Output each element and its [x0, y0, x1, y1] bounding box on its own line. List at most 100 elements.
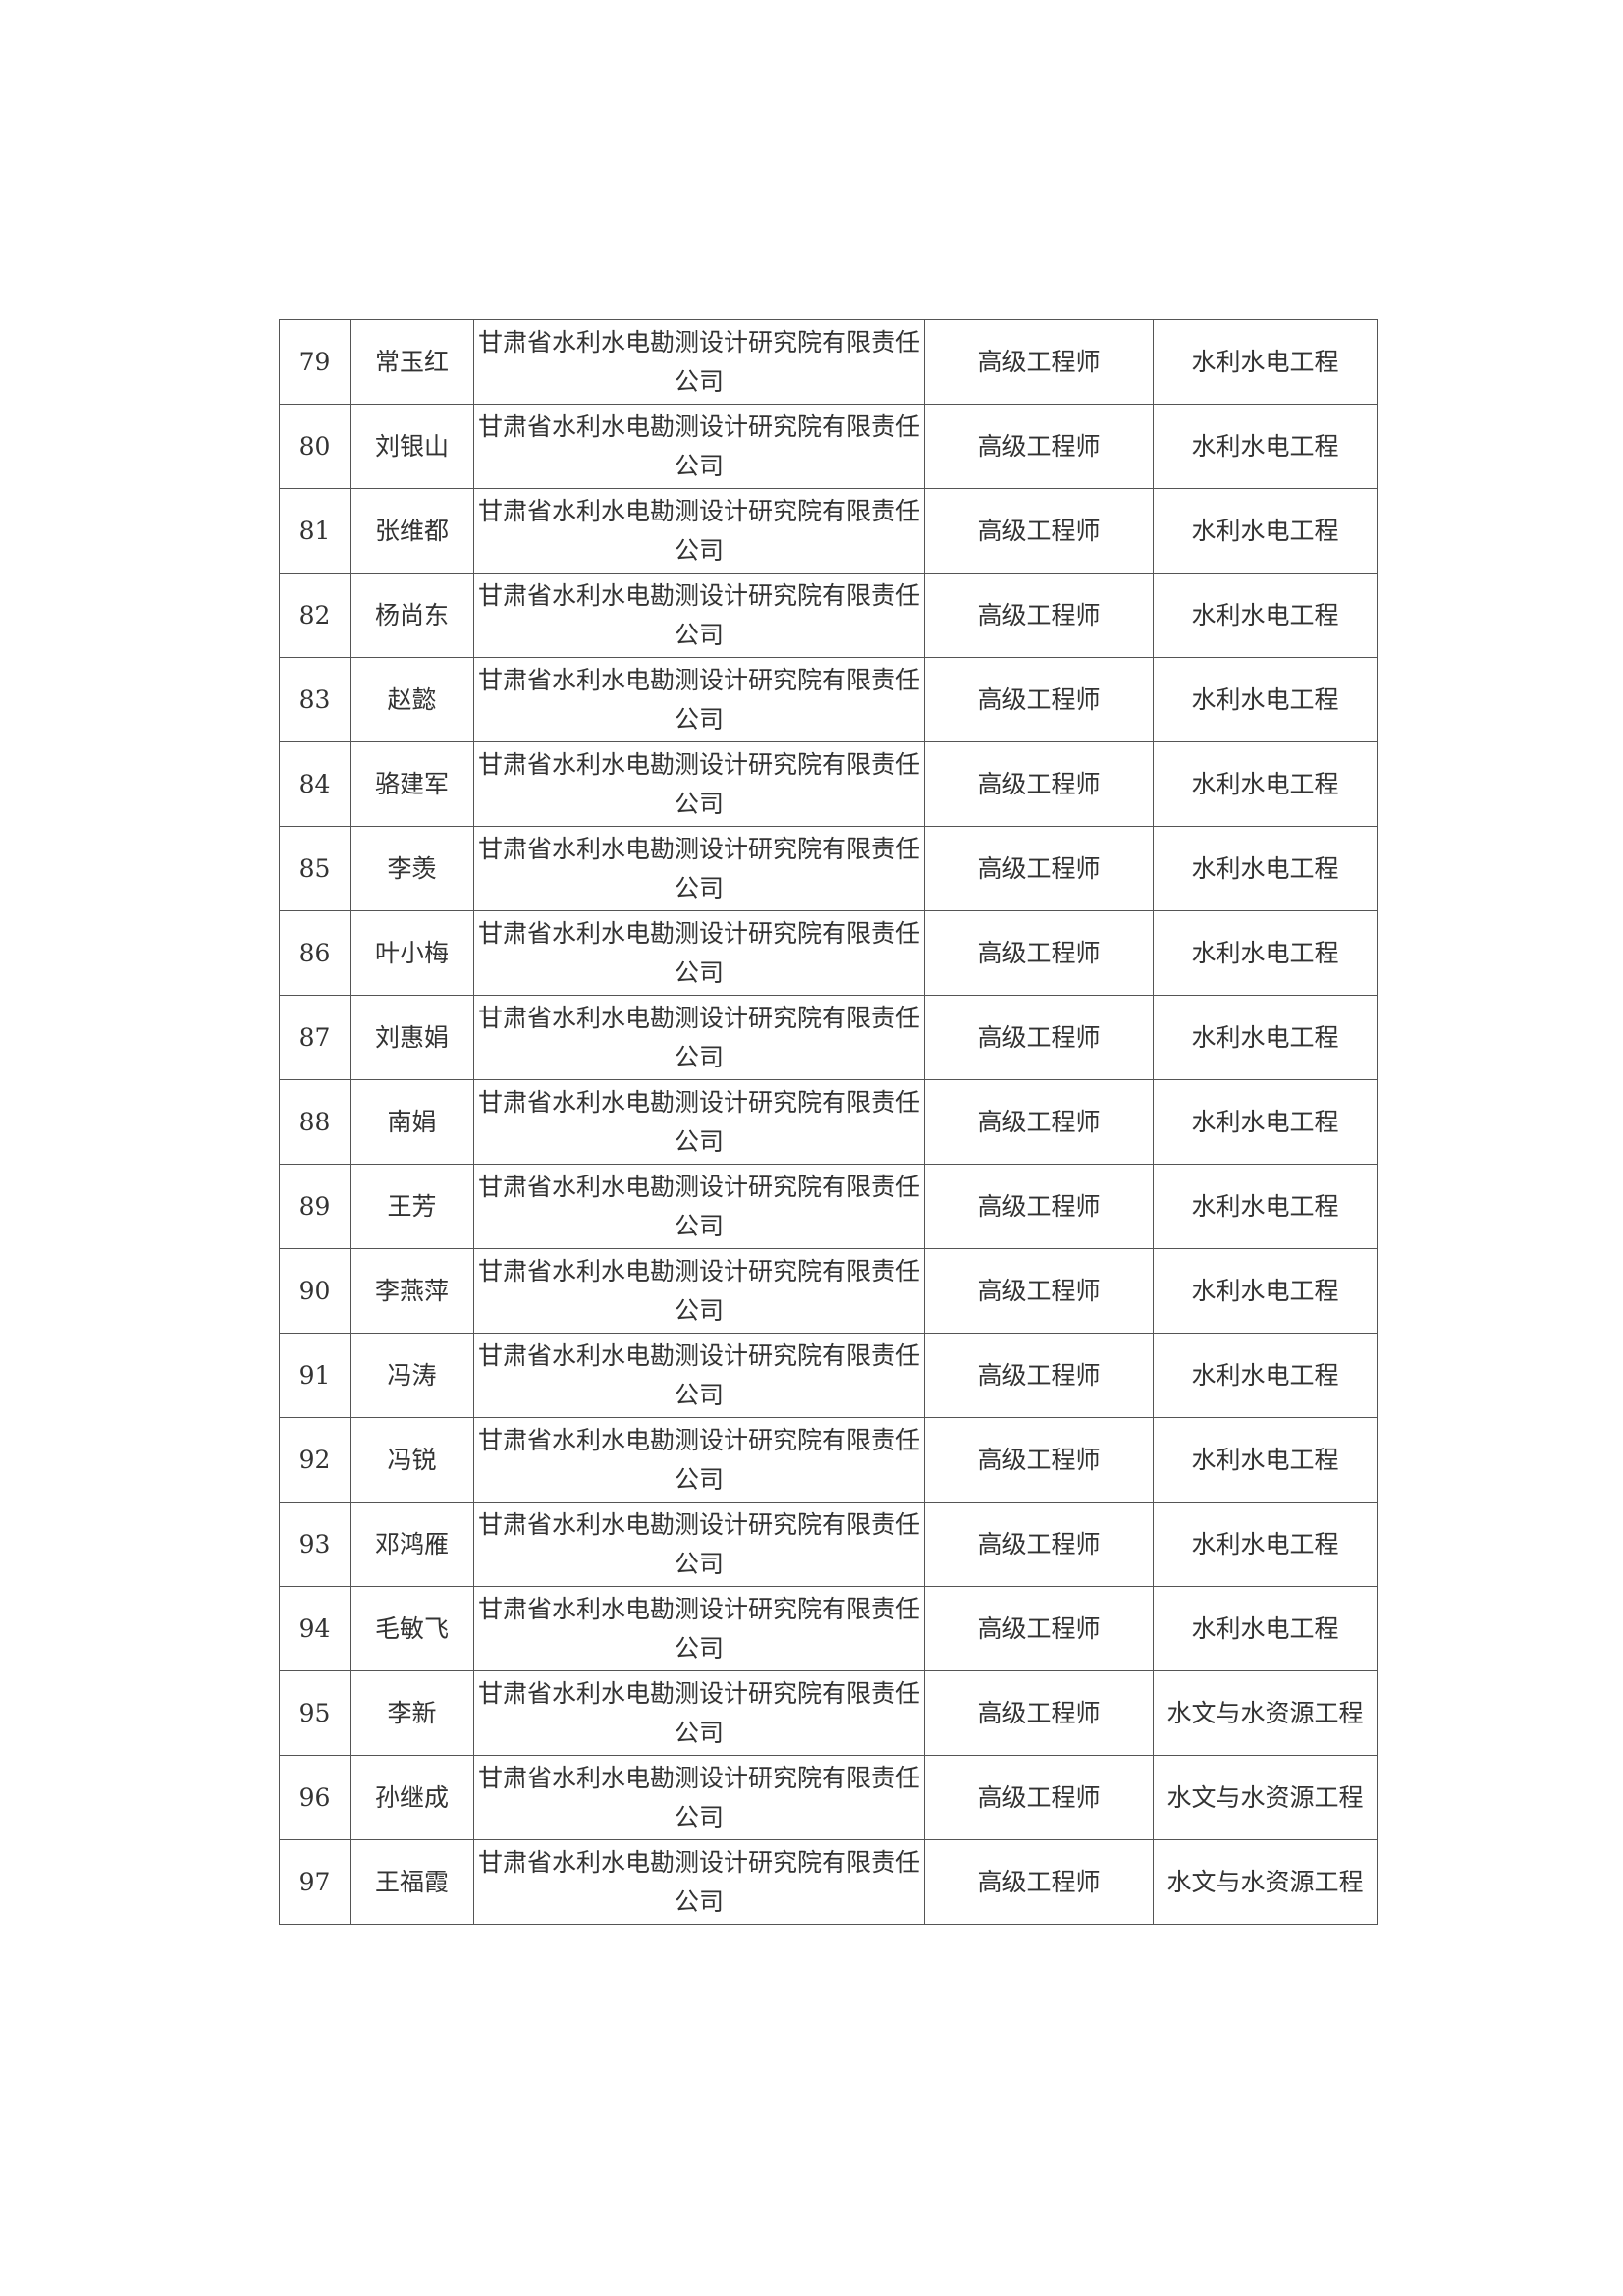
table-row: 79 常玉红 甘肃省水利水电勘测设计研究院有限责任公司 高级工程师 水利水电工程 [279, 319, 1378, 405]
cell-number: 81 [279, 488, 351, 574]
cell-title: 高级工程师 [924, 995, 1154, 1080]
cell-major: 水文与水资源工程 [1153, 1670, 1378, 1756]
table-row: 91 冯涛 甘肃省水利水电勘测设计研究院有限责任公司 高级工程师 水利水电工程 [279, 1333, 1378, 1418]
cell-unit: 甘肃省水利水电勘测设计研究院有限责任公司 [473, 1502, 925, 1587]
cell-major: 水利水电工程 [1153, 1502, 1378, 1587]
cell-major: 水利水电工程 [1153, 657, 1378, 742]
cell-title: 高级工程师 [924, 1586, 1154, 1671]
cell-title: 高级工程师 [924, 1670, 1154, 1756]
cell-unit: 甘肃省水利水电勘测设计研究院有限责任公司 [473, 995, 925, 1080]
cell-title: 高级工程师 [924, 1079, 1154, 1165]
cell-name: 孙继成 [350, 1755, 474, 1840]
table-row: 94 毛敏飞 甘肃省水利水电勘测设计研究院有限责任公司 高级工程师 水利水电工程 [279, 1586, 1378, 1671]
cell-number: 79 [279, 319, 351, 405]
table-row: 89 王芳 甘肃省水利水电勘测设计研究院有限责任公司 高级工程师 水利水电工程 [279, 1164, 1378, 1249]
cell-number: 92 [279, 1417, 351, 1503]
cell-unit: 甘肃省水利水电勘测设计研究院有限责任公司 [473, 1417, 925, 1503]
cell-name: 李羡 [350, 826, 474, 911]
cell-unit: 甘肃省水利水电勘测设计研究院有限责任公司 [473, 741, 925, 827]
cell-number: 82 [279, 573, 351, 658]
cell-unit: 甘肃省水利水电勘测设计研究院有限责任公司 [473, 488, 925, 574]
table-body: 79 常玉红 甘肃省水利水电勘测设计研究院有限责任公司 高级工程师 水利水电工程 80 刘银… [279, 319, 1378, 1925]
cell-unit: 甘肃省水利水电勘测设计研究院有限责任公司 [473, 1079, 925, 1165]
cell-number: 93 [279, 1502, 351, 1587]
cell-title: 高级工程师 [924, 404, 1154, 489]
table-row: 86 叶小梅 甘肃省水利水电勘测设计研究院有限责任公司 高级工程师 水利水电工程 [279, 910, 1378, 996]
cell-number: 83 [279, 657, 351, 742]
table-row: 87 刘惠娟 甘肃省水利水电勘测设计研究院有限责任公司 高级工程师 水利水电工程 [279, 995, 1378, 1080]
cell-title: 高级工程师 [924, 1755, 1154, 1840]
cell-unit: 甘肃省水利水电勘测设计研究院有限责任公司 [473, 1839, 925, 1925]
cell-title: 高级工程师 [924, 741, 1154, 827]
cell-major: 水利水电工程 [1153, 1333, 1378, 1418]
cell-major: 水利水电工程 [1153, 1248, 1378, 1334]
cell-major: 水利水电工程 [1153, 741, 1378, 827]
cell-major: 水利水电工程 [1153, 573, 1378, 658]
cell-unit: 甘肃省水利水电勘测设计研究院有限责任公司 [473, 1670, 925, 1756]
cell-name: 张维都 [350, 488, 474, 574]
cell-major: 水利水电工程 [1153, 1417, 1378, 1503]
cell-name: 李燕萍 [350, 1248, 474, 1334]
table-row: 84 骆建军 甘肃省水利水电勘测设计研究院有限责任公司 高级工程师 水利水电工程 [279, 741, 1378, 827]
cell-unit: 甘肃省水利水电勘测设计研究院有限责任公司 [473, 1586, 925, 1671]
cell-unit: 甘肃省水利水电勘测设计研究院有限责任公司 [473, 1755, 925, 1840]
table-row: 81 张维都 甘肃省水利水电勘测设计研究院有限责任公司 高级工程师 水利水电工程 [279, 488, 1378, 574]
cell-title: 高级工程师 [924, 1502, 1154, 1587]
cell-number: 96 [279, 1755, 351, 1840]
cell-name: 杨尚东 [350, 573, 474, 658]
cell-title: 高级工程师 [924, 1333, 1154, 1418]
cell-number: 91 [279, 1333, 351, 1418]
cell-title: 高级工程师 [924, 1839, 1154, 1925]
table-row: 90 李燕萍 甘肃省水利水电勘测设计研究院有限责任公司 高级工程师 水利水电工程 [279, 1248, 1378, 1334]
cell-major: 水文与水资源工程 [1153, 1839, 1378, 1925]
cell-name: 刘惠娟 [350, 995, 474, 1080]
table-row: 93 邓鸿雁 甘肃省水利水电勘测设计研究院有限责任公司 高级工程师 水利水电工程 [279, 1502, 1378, 1587]
table-row: 96 孙继成 甘肃省水利水电勘测设计研究院有限责任公司 高级工程师 水文与水资源工程 [279, 1755, 1378, 1840]
cell-number: 80 [279, 404, 351, 489]
cell-major: 水文与水资源工程 [1153, 1755, 1378, 1840]
cell-name: 邓鸿雁 [350, 1502, 474, 1587]
cell-unit: 甘肃省水利水电勘测设计研究院有限责任公司 [473, 657, 925, 742]
cell-title: 高级工程师 [924, 488, 1154, 574]
cell-title: 高级工程师 [924, 910, 1154, 996]
cell-unit: 甘肃省水利水电勘测设计研究院有限责任公司 [473, 1248, 925, 1334]
cell-unit: 甘肃省水利水电勘测设计研究院有限责任公司 [473, 910, 925, 996]
cell-title: 高级工程师 [924, 826, 1154, 911]
cell-name: 刘银山 [350, 404, 474, 489]
cell-major: 水利水电工程 [1153, 995, 1378, 1080]
cell-unit: 甘肃省水利水电勘测设计研究院有限责任公司 [473, 826, 925, 911]
cell-name: 南娟 [350, 1079, 474, 1165]
cell-number: 94 [279, 1586, 351, 1671]
cell-major: 水利水电工程 [1153, 1079, 1378, 1165]
cell-number: 97 [279, 1839, 351, 1925]
cell-name: 骆建军 [350, 741, 474, 827]
table-row: 80 刘银山 甘肃省水利水电勘测设计研究院有限责任公司 高级工程师 水利水电工程 [279, 404, 1378, 489]
cell-name: 毛敏飞 [350, 1586, 474, 1671]
cell-name: 王福霞 [350, 1839, 474, 1925]
cell-number: 86 [279, 910, 351, 996]
table-row: 95 李新 甘肃省水利水电勘测设计研究院有限责任公司 高级工程师 水文与水资源工程 [279, 1670, 1378, 1756]
cell-name: 赵懿 [350, 657, 474, 742]
cell-number: 95 [279, 1670, 351, 1756]
cell-unit: 甘肃省水利水电勘测设计研究院有限责任公司 [473, 1164, 925, 1249]
cell-unit: 甘肃省水利水电勘测设计研究院有限责任公司 [473, 573, 925, 658]
cell-title: 高级工程师 [924, 319, 1154, 405]
cell-major: 水利水电工程 [1153, 910, 1378, 996]
table-row: 82 杨尚东 甘肃省水利水电勘测设计研究院有限责任公司 高级工程师 水利水电工程 [279, 573, 1378, 658]
cell-name: 冯涛 [350, 1333, 474, 1418]
personnel-table: 79 常玉红 甘肃省水利水电勘测设计研究院有限责任公司 高级工程师 水利水电工程 80 刘银… [279, 319, 1378, 1925]
cell-name: 叶小梅 [350, 910, 474, 996]
cell-title: 高级工程师 [924, 657, 1154, 742]
cell-major: 水利水电工程 [1153, 826, 1378, 911]
cell-name: 李新 [350, 1670, 474, 1756]
cell-major: 水利水电工程 [1153, 404, 1378, 489]
cell-major: 水利水电工程 [1153, 319, 1378, 405]
cell-title: 高级工程师 [924, 1248, 1154, 1334]
cell-number: 88 [279, 1079, 351, 1165]
cell-name: 常玉红 [350, 319, 474, 405]
table-row: 85 李羡 甘肃省水利水电勘测设计研究院有限责任公司 高级工程师 水利水电工程 [279, 826, 1378, 911]
cell-major: 水利水电工程 [1153, 1586, 1378, 1671]
cell-title: 高级工程师 [924, 573, 1154, 658]
table-row: 88 南娟 甘肃省水利水电勘测设计研究院有限责任公司 高级工程师 水利水电工程 [279, 1079, 1378, 1165]
cell-number: 89 [279, 1164, 351, 1249]
